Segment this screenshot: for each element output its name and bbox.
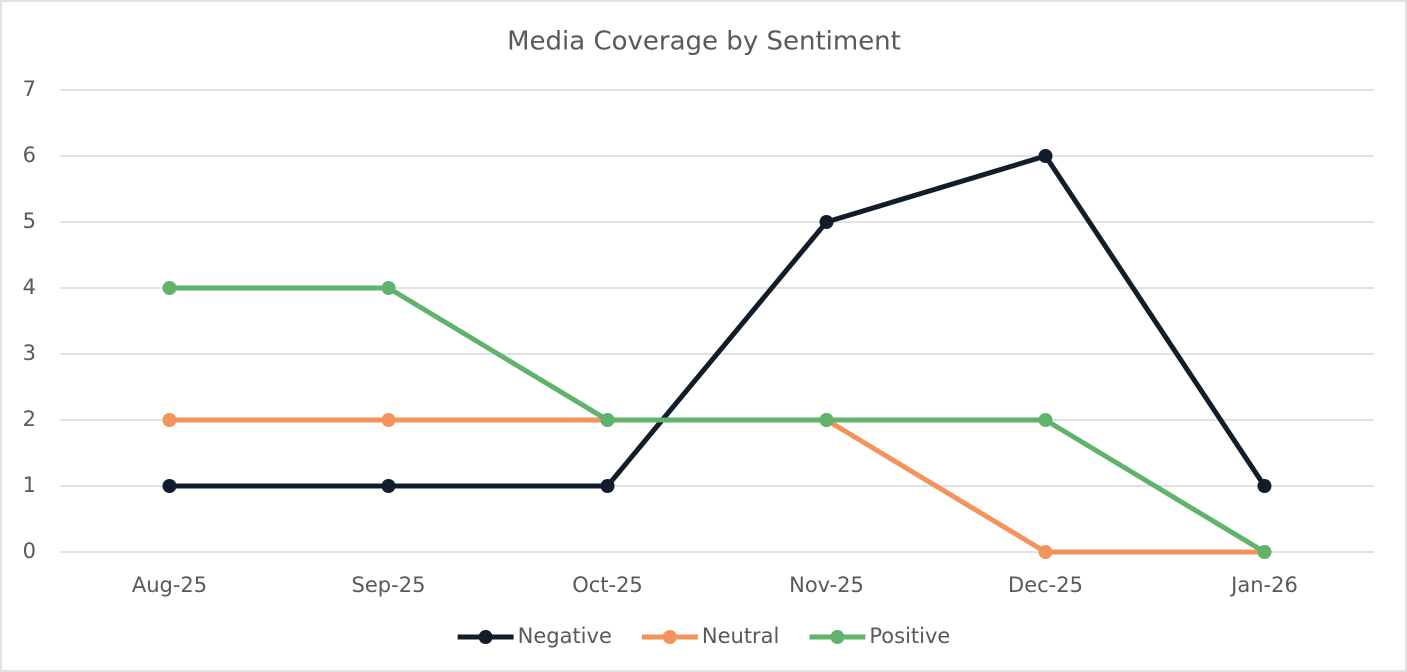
y-tick-label: 7 [23,77,36,101]
legend-marker [478,630,493,644]
legend-label: Neutral [702,624,780,648]
series-marker [381,413,396,427]
y-tick-label: 4 [23,275,36,299]
series-line [169,285,1266,555]
series-marker [162,281,177,295]
x-tick-label: Dec-25 [1008,573,1083,597]
series-marker [162,479,177,493]
legend-marker [830,630,845,644]
y-tick-label: 2 [23,407,36,431]
y-tick-label: 3 [23,341,36,365]
legend-label: Positive [869,624,950,648]
x-tick-label: Sep-25 [352,573,426,597]
y-tick-label: 0 [23,539,36,563]
x-tick-label: Aug-25 [132,573,207,597]
legend-label: Negative [518,624,612,648]
series-marker [1038,545,1053,559]
series-marker [600,413,615,427]
series-marker [1038,413,1053,427]
x-tick-label: Nov-25 [789,573,864,597]
legend-marker [662,630,677,644]
series-marker [381,479,396,493]
chart-title: Media Coverage by Sentiment [507,27,901,57]
series-line [169,153,1267,489]
series-marker [1038,149,1053,163]
series-marker [600,479,615,493]
y-tick-label: 5 [23,209,36,233]
x-tick-label: Jan-26 [1229,573,1298,597]
y-tick-label: 1 [23,473,36,497]
x-tick-label: Oct-25 [572,573,643,597]
series-marker [819,413,834,427]
y-tick-label: 6 [23,143,36,167]
series-marker [819,215,834,229]
series-marker [1257,479,1272,493]
series-marker [381,281,396,295]
series-marker [1257,545,1272,559]
series-marker [162,413,177,427]
